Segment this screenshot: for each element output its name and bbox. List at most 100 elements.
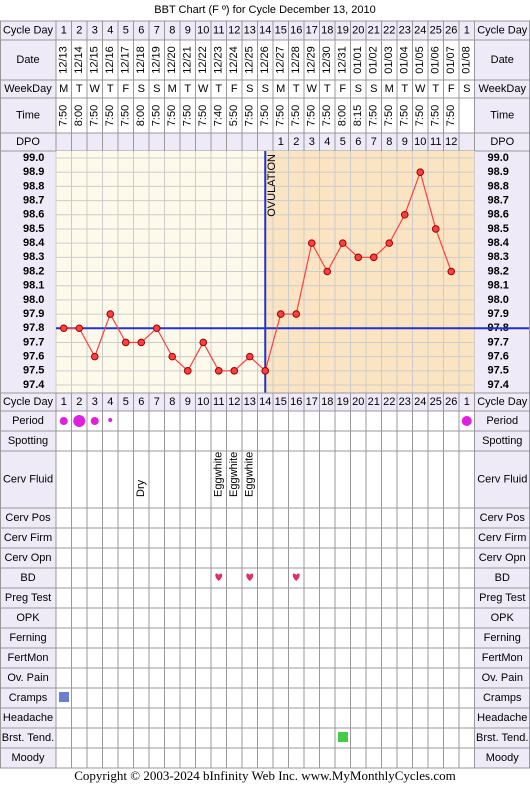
cell-text: 1: [464, 396, 470, 408]
row-label: FertMon: [8, 652, 49, 664]
row-label: Time: [490, 109, 514, 121]
cell-text: 12/22: [197, 46, 209, 74]
day-cell: [226, 707, 243, 729]
day-cell: [210, 507, 227, 529]
row-label: Cerv Opn: [479, 552, 526, 564]
y-tick-label: 98.7: [23, 194, 44, 206]
row-label: Period: [12, 415, 44, 427]
day-cell: [350, 627, 367, 649]
day-cell: [350, 430, 367, 452]
copyright: Copyright © 2003-2024 bInfinity Web Inc.…: [74, 768, 455, 783]
day-cell: [334, 627, 351, 649]
day-cell: [71, 607, 88, 629]
cell-text: 8: [169, 24, 175, 36]
row-label: DPO: [16, 136, 40, 148]
day-cell: [117, 747, 134, 769]
day-cell: [427, 707, 444, 729]
y-tick-label: 98.3: [488, 251, 509, 263]
day-cell: [102, 687, 119, 709]
day-cell: [319, 507, 336, 529]
temperature-point: [75, 324, 84, 333]
y-tick-label: 98.9: [23, 166, 44, 178]
symbol-layer: [59, 415, 472, 742]
day-cell: [458, 430, 475, 452]
day-cell: [412, 687, 429, 709]
cell-text: S: [355, 83, 362, 95]
temperature-point: [152, 324, 161, 333]
day-cell: [164, 132, 181, 152]
row-label: Date: [16, 54, 39, 66]
cell-text: 01/07: [445, 46, 457, 74]
cell-text: Eggwhite: [244, 452, 256, 497]
cell-text: 12/21: [182, 46, 194, 74]
day-cell: [381, 687, 398, 709]
day-cell: [334, 527, 351, 549]
day-cell: [427, 410, 444, 432]
cell-text: 1: [61, 396, 67, 408]
day-cell: [71, 507, 88, 529]
cell-text: 7:50: [430, 105, 442, 126]
day-cell: [164, 450, 181, 509]
cell-text: 7:50: [275, 105, 287, 126]
day-cell: [319, 747, 336, 769]
day-cell: [396, 667, 413, 689]
cell-text: 23: [399, 24, 411, 36]
day-cell: [458, 527, 475, 549]
day-cell: [396, 587, 413, 609]
label-cell: [0, 97, 57, 134]
row-label: Cycle Day: [3, 396, 54, 408]
day-cell: [226, 410, 243, 432]
day-cell: [350, 707, 367, 729]
cell-text: 3: [309, 136, 315, 148]
y-tick-label: 97.4: [488, 379, 510, 391]
day-cell: [303, 687, 320, 709]
period-marker: [461, 416, 472, 426]
label-cell: [474, 150, 530, 394]
day-cell: [117, 507, 134, 529]
y-tick-label: 98.0: [23, 294, 44, 306]
day-cell: [381, 567, 398, 589]
cell-text: T: [293, 83, 300, 95]
day-cell: [71, 547, 88, 569]
day-cell: [272, 450, 289, 509]
day-cell: [241, 527, 258, 549]
row-label: WeekDay: [4, 83, 52, 95]
day-cell: [412, 507, 429, 529]
y-tick-label: 99.0: [23, 152, 44, 164]
day-cell: [148, 410, 165, 432]
day-cell: [55, 450, 72, 509]
day-cell: [148, 450, 165, 509]
period-marker: [108, 418, 113, 422]
day-cell: [226, 567, 243, 589]
row-label: Cerv Opn: [4, 552, 51, 564]
cell-text: 12/27: [275, 46, 287, 74]
cell-text: 7:50: [197, 105, 209, 126]
day-cell: [179, 547, 196, 569]
day-cell: [133, 667, 150, 689]
y-tick-label: 98.8: [23, 180, 44, 192]
day-cell: [179, 667, 196, 689]
cell-text: 19: [337, 396, 349, 408]
day-cell: [257, 727, 274, 749]
day-cell: [288, 687, 305, 709]
day-cell: [303, 527, 320, 549]
temperature-point: [214, 367, 223, 375]
day-cell: [272, 627, 289, 649]
day-cell: [241, 507, 258, 529]
day-cell: [86, 507, 103, 529]
day-cell: [303, 507, 320, 529]
label-cell: [474, 97, 530, 134]
day-cell: [86, 647, 103, 669]
day-cell: [288, 667, 305, 689]
day-cell: [117, 587, 134, 609]
y-tick-label: 98.4: [23, 237, 45, 249]
day-cell: [257, 607, 274, 629]
cell-text: F: [122, 83, 129, 95]
cell-text: 21: [368, 24, 380, 36]
day-cell: [303, 667, 320, 689]
cell-text: T: [76, 83, 83, 95]
day-cell: [148, 567, 165, 589]
day-cell: [334, 647, 351, 669]
day-cell: [350, 727, 367, 749]
day-cell: [179, 507, 196, 529]
